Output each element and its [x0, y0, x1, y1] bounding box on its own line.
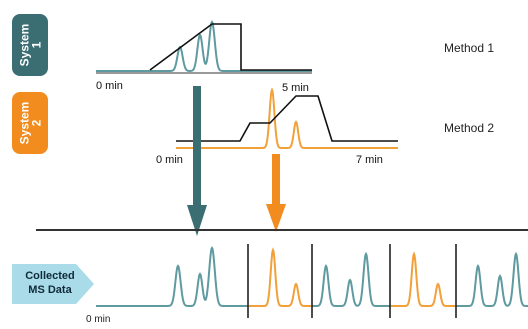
ms-start-time: 0 min — [86, 314, 111, 325]
system-2-arrow-head — [266, 204, 286, 232]
collected-ms-data-callout: Collected MS Data — [12, 264, 96, 304]
system-1-tab: System 1 — [12, 14, 48, 76]
system-2-tab: System 2 — [12, 92, 48, 154]
ms-trace-segment-1 — [96, 245, 248, 307]
system-1-arrow-shaft — [193, 86, 201, 206]
collected-ms-data-label: Collected MS Data — [25, 270, 75, 296]
ms-trace-segment-4 — [390, 251, 456, 307]
method-1-end-time: 5 min — [282, 82, 309, 94]
system-2-arrow-shaft — [272, 154, 280, 206]
ms-trace-segment-5 — [456, 251, 528, 307]
ms-trace-segment-3 — [312, 251, 390, 307]
system-1-arrow-head — [187, 205, 207, 236]
system-1-chromatogram — [96, 20, 312, 72]
method-1-gradient-profile — [149, 23, 312, 71]
method-1-start-time: 0 min — [96, 80, 123, 92]
method-2-end-time: 7 min — [356, 154, 383, 166]
system-1-label: System 1 — [17, 23, 44, 67]
method-1-label: Method 1 — [444, 41, 495, 55]
method-2-start-time: 0 min — [156, 154, 183, 166]
system-2-chromatogram — [176, 87, 398, 149]
ms-trace-segment-2 — [248, 247, 312, 307]
system-2-label: System 2 — [17, 101, 44, 145]
method-2-gradient-profile — [176, 95, 398, 142]
method-2-label: Method 2 — [444, 121, 495, 135]
